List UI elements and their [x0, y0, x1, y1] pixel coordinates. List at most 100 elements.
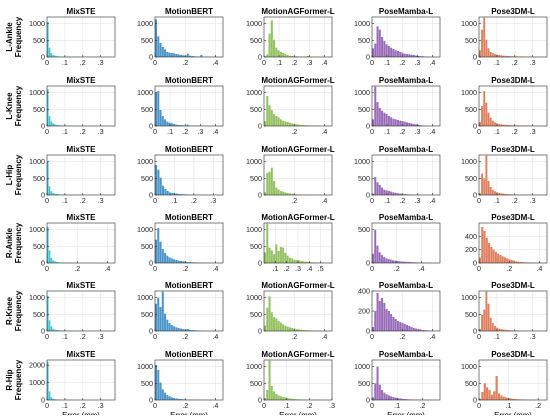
histogram-bar: [284, 326, 286, 331]
x-tick-label: 0: [262, 401, 266, 410]
histogram-bar: [377, 26, 379, 57]
histogram-bar: [162, 249, 164, 263]
y-tick-label: 500: [141, 174, 153, 183]
histogram-bar: [275, 116, 277, 126]
y-tick-label: 400: [358, 287, 370, 296]
x-tick-label: 0: [45, 401, 49, 410]
histogram-bar: [481, 106, 483, 126]
histogram-bar: [160, 110, 162, 126]
histogram-bar: [167, 191, 169, 195]
histogram-bar: [287, 256, 289, 263]
histogram-bar: [280, 247, 282, 263]
y-tick-label: 1000: [461, 293, 477, 302]
x-tick-label: .4: [429, 58, 435, 67]
x-tick-label: .1: [62, 401, 68, 410]
histogram-bar: [269, 34, 271, 57]
histogram-bar: [171, 123, 173, 126]
x-tick-label: .3: [530, 332, 536, 341]
histogram-bar: [155, 365, 157, 400]
histogram-bar: [392, 317, 394, 331]
x-tick-label: 0: [153, 264, 157, 273]
x-tick-label: .4: [306, 264, 312, 273]
x-tick-label: .4: [321, 196, 327, 205]
histogram-bar: [293, 260, 295, 263]
row-frequency-label: Frequency: [14, 222, 23, 263]
x-tick-label: .1: [394, 401, 400, 410]
x-tick-label: .4: [212, 58, 218, 67]
histogram-bar: [381, 111, 383, 126]
histogram-bar: [52, 193, 54, 195]
histogram-bar: [397, 321, 399, 331]
histogram-bar: [282, 192, 284, 195]
x-tick-label: 0: [153, 401, 157, 410]
histogram-bar: [492, 323, 494, 331]
y-tick-label: 1000: [246, 293, 262, 302]
y-tick-label: 1000: [29, 225, 45, 234]
histogram-bar: [175, 54, 177, 57]
y-tick-label: 500: [141, 242, 153, 251]
x-tick-label: 0: [370, 58, 374, 67]
histogram-bar: [379, 185, 381, 195]
histogram-bar: [486, 387, 488, 400]
x-tick-label: .2: [182, 127, 188, 136]
histogram-bar: [162, 47, 164, 57]
x-tick-label: .2: [291, 58, 297, 67]
histogram-bar: [381, 390, 383, 400]
histogram-bar: [500, 395, 502, 400]
x-tick-label: .4: [104, 264, 110, 273]
histogram-bar: [173, 124, 175, 126]
x-tick-label: .3: [414, 127, 420, 136]
histogram-bar: [377, 367, 379, 400]
histogram-bar: [411, 327, 413, 331]
x-tick-label: 0: [370, 127, 374, 136]
x-tick-label: 0: [370, 196, 374, 205]
y-tick-label: 0: [366, 259, 370, 268]
y-tick-label: 0: [149, 259, 153, 268]
y-tick-label: 1000: [137, 362, 153, 371]
x-tick-label: .5: [318, 264, 324, 273]
histogram-bar: [157, 228, 159, 263]
histogram-bar: [155, 240, 157, 263]
histogram-bar: [377, 182, 379, 195]
panel-title: MotionBERT: [165, 213, 213, 222]
histogram-bar: [491, 395, 493, 400]
histogram-bar: [166, 395, 168, 400]
histogram-bar: [157, 370, 159, 400]
x-tick-label: .4: [429, 127, 435, 136]
histogram-bar: [413, 328, 415, 331]
histogram-bar: [381, 37, 383, 57]
histogram-bar: [178, 261, 180, 263]
histogram-bar: [484, 383, 486, 400]
histogram-bar: [383, 190, 385, 195]
histogram-bar: [51, 121, 53, 126]
histogram-bar: [51, 326, 53, 331]
histogram-bar: [162, 116, 164, 126]
histogram-bar: [390, 117, 392, 126]
histogram-bar: [271, 312, 273, 331]
histogram-bar: [157, 298, 159, 331]
x-tick-label: .1: [62, 332, 68, 341]
panel-title: PoseMamba-L: [379, 76, 433, 85]
x-tick-label: .1: [62, 127, 68, 136]
histogram-bar: [504, 257, 506, 263]
histogram-bar: [296, 260, 298, 263]
x-axis-label: Error (mm): [62, 411, 100, 415]
row-joint-label: L-Ankle: [5, 22, 14, 52]
histogram-bar: [160, 307, 162, 331]
x-tick-label: .1: [62, 196, 68, 205]
histogram-bar: [495, 252, 497, 263]
x-tick-label: .2: [399, 58, 405, 67]
y-tick-label: 1000: [137, 157, 153, 166]
histogram-bar: [166, 320, 168, 331]
x-axis-label: Error (mm): [494, 411, 532, 415]
x-tick-label: .2: [512, 127, 518, 136]
histogram-bar: [284, 253, 286, 263]
histogram-bar: [381, 188, 383, 195]
histogram-bar: [483, 18, 485, 57]
y-tick-label: 0: [41, 396, 45, 405]
histogram-bar: [479, 258, 481, 263]
histogram-bar: [169, 257, 171, 263]
histogram-bar: [381, 298, 383, 331]
histogram-bar: [513, 261, 515, 263]
